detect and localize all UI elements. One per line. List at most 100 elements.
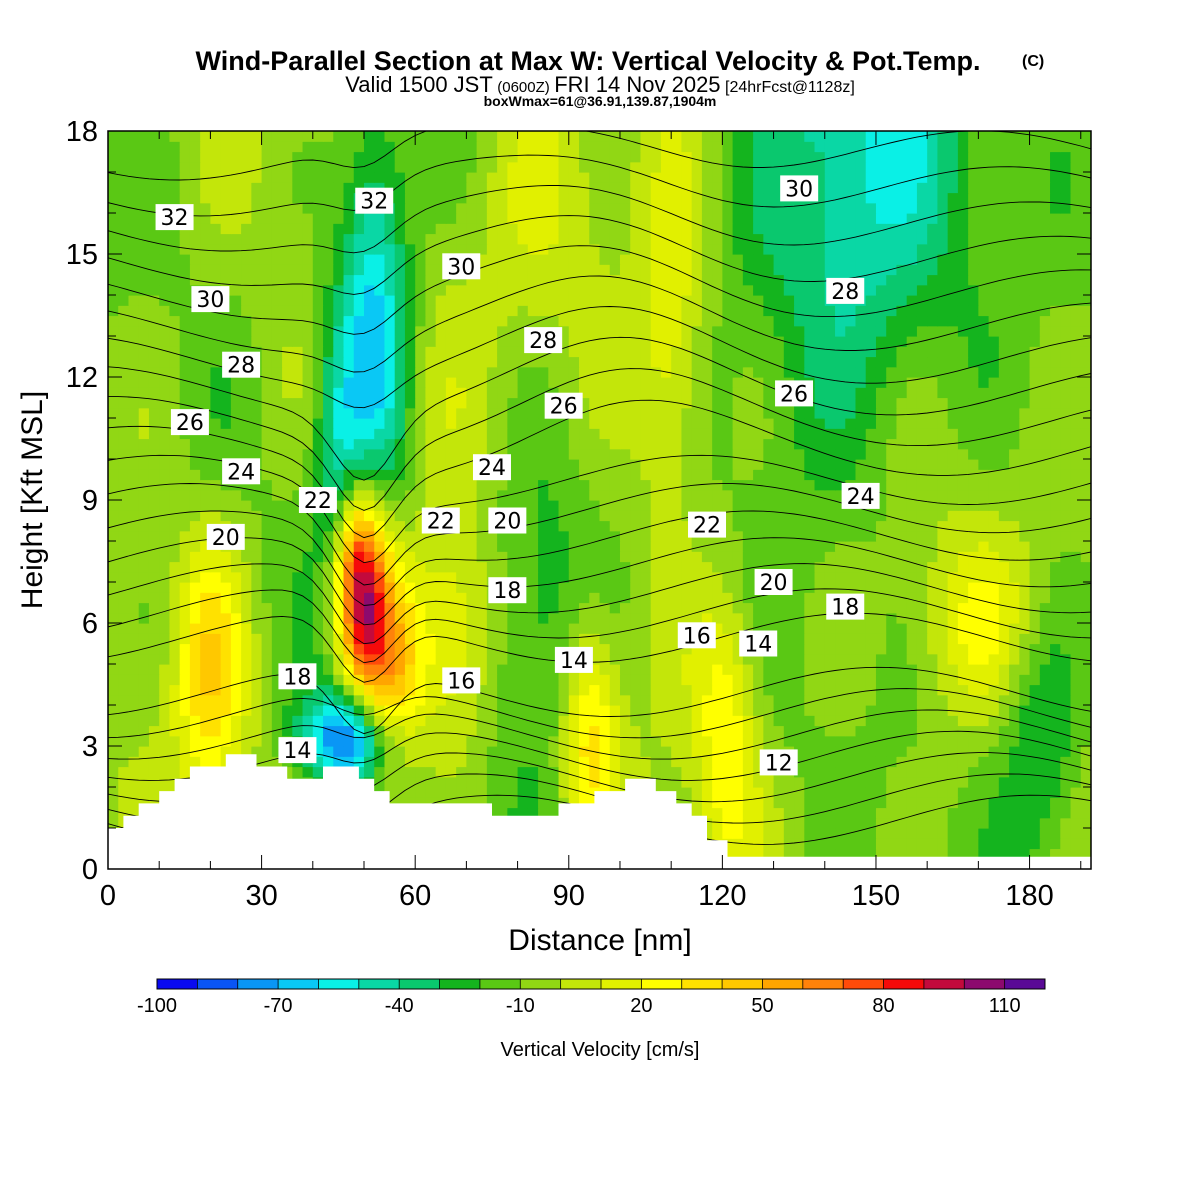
w-cell [599, 459, 611, 470]
w-cell [230, 489, 242, 501]
w-cell [118, 551, 130, 563]
w-cell [568, 500, 580, 511]
w-cell [261, 366, 273, 378]
w-cell [374, 346, 386, 358]
w-cell [394, 510, 406, 522]
w-cell [763, 551, 775, 563]
w-cell [108, 674, 119, 686]
w-cell [906, 715, 918, 727]
w-cell [251, 448, 263, 460]
w-cell [681, 377, 693, 388]
w-cell [783, 612, 795, 624]
w-cell [353, 735, 365, 747]
w-cell [773, 336, 785, 347]
w-cell [1029, 489, 1041, 501]
w-cell [804, 541, 816, 552]
w-cell [548, 520, 560, 532]
w-cell [353, 438, 365, 450]
w-cell [486, 448, 498, 460]
w-cell [1050, 705, 1061, 716]
w-cell [978, 705, 990, 716]
w-cell [988, 756, 1000, 768]
w-cell [118, 459, 130, 470]
w-cell [783, 459, 795, 470]
w-cell [189, 356, 201, 368]
w-cell [906, 653, 918, 665]
w-cell [681, 510, 693, 522]
w-cell [722, 377, 734, 388]
w-cell [886, 746, 898, 757]
w-cell [824, 489, 836, 501]
w-cell [937, 500, 949, 511]
w-cell [548, 653, 560, 665]
w-cell [640, 612, 652, 624]
w-cell [712, 459, 723, 470]
w-cell [722, 346, 734, 358]
w-cell [425, 346, 437, 358]
w-cell [712, 766, 723, 778]
w-cell [660, 510, 672, 522]
w-cell [691, 592, 703, 604]
w-cell [609, 407, 621, 419]
w-cell [660, 582, 672, 593]
w-cell [763, 807, 775, 819]
w-cell [640, 520, 652, 532]
w-cell [220, 387, 232, 399]
w-cell [220, 653, 232, 665]
w-cell [200, 592, 211, 604]
w-cell [1039, 541, 1051, 552]
w-cell [323, 756, 334, 768]
w-cell [353, 571, 365, 583]
w-cell [1050, 746, 1061, 757]
w-cell [1029, 551, 1041, 563]
w-cell [947, 469, 959, 481]
w-cell [998, 828, 1010, 839]
w-cell [220, 500, 232, 511]
w-cell [507, 448, 519, 460]
w-cell [1009, 418, 1020, 429]
w-cell [742, 612, 754, 624]
w-cell [886, 356, 898, 368]
w-cell [425, 787, 437, 798]
w-cell [896, 346, 908, 358]
w-cell [1009, 571, 1020, 583]
w-cell [1019, 725, 1031, 737]
w-cell [404, 766, 416, 778]
w-cell [312, 387, 324, 399]
w-cell [998, 633, 1010, 645]
w-cell [517, 705, 529, 716]
w-cell [292, 377, 304, 388]
w-cell [558, 623, 570, 634]
w-cell [210, 336, 222, 347]
w-cell [108, 377, 119, 388]
w-cell [456, 407, 467, 419]
w-cell [712, 336, 723, 347]
w-cell [906, 602, 918, 614]
w-cell [1029, 838, 1041, 850]
w-cell [988, 705, 1000, 716]
w-cell [1029, 469, 1041, 481]
w-cell [783, 418, 795, 429]
w-cell [415, 684, 427, 696]
w-cell [589, 592, 601, 604]
w-cell [753, 623, 764, 634]
w-cell [957, 633, 969, 645]
w-cell [394, 653, 406, 665]
w-cell [814, 407, 826, 419]
w-cell [210, 735, 222, 747]
w-cell [660, 725, 672, 737]
w-cell [804, 684, 816, 696]
w-cell [1019, 356, 1031, 368]
w-cell [619, 469, 631, 481]
w-cell [230, 387, 242, 399]
w-cell [323, 561, 334, 573]
w-cell [855, 438, 867, 450]
w-cell [476, 418, 488, 429]
w-cell [363, 407, 375, 419]
w-cell [599, 387, 611, 399]
w-cell [773, 541, 785, 552]
w-cell [957, 766, 969, 778]
w-cell [404, 776, 416, 788]
w-cell [323, 612, 334, 624]
w-cell [957, 612, 969, 624]
